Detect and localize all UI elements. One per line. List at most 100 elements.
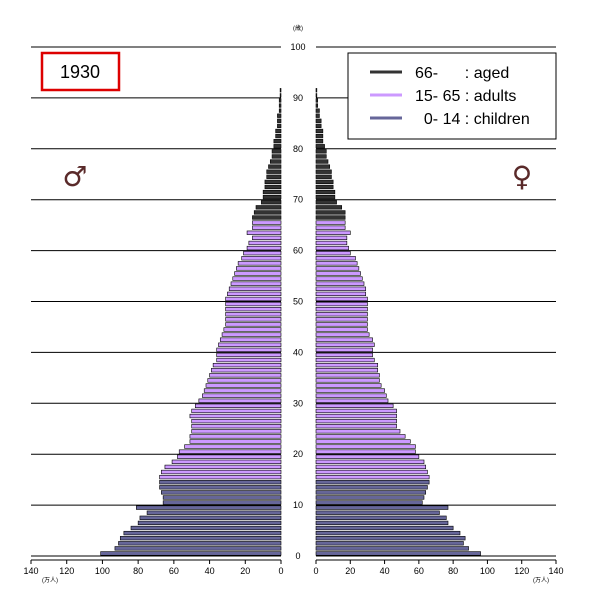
male-bar-age-47: [225, 312, 282, 317]
female-bar-age-16: [315, 469, 428, 475]
age-tick-30: 30: [293, 398, 303, 408]
male-bar-age-34: [207, 378, 282, 383]
male-bar-age-27: [189, 413, 282, 419]
female-bar-age-54: [315, 276, 363, 281]
male-bar-age-89: [278, 98, 282, 103]
female-bar-age-17: [315, 464, 427, 470]
age-tick-100: 100: [290, 42, 305, 52]
female-bar-age-90: [315, 93, 318, 98]
male-bar-age-35: [209, 373, 282, 378]
female-bar-age-40: [315, 347, 373, 352]
female-bar-age-11: [315, 495, 425, 500]
male-symbol-icon: ♂: [62, 160, 87, 193]
male-bar-age-81: [273, 139, 282, 144]
male-bar-age-60: [246, 245, 282, 251]
female-bar-age-5: [315, 525, 454, 531]
female-bar-age-84: [315, 123, 322, 129]
age-gridlines: [31, 46, 556, 557]
male-bar-age-61: [248, 240, 282, 246]
female-bar-age-6: [315, 520, 449, 526]
female-bar-age-28: [315, 408, 397, 414]
male-bar-age-22: [189, 439, 282, 444]
male-bar-age-88: [278, 103, 282, 108]
age-tick-40: 40: [293, 347, 303, 357]
female-bar-age-47: [315, 312, 368, 317]
male-bar-age-45: [225, 322, 282, 327]
female-bar-age-44: [315, 327, 368, 332]
male-x-tick-20: 20: [240, 566, 250, 576]
female-bar-age-79: [315, 149, 327, 154]
age-tick-60: 60: [293, 246, 303, 256]
female-bar-age-60: [315, 245, 349, 251]
female-bar-age-49: [315, 301, 368, 307]
female-bar-age-73: [315, 179, 334, 185]
female-bar-age-9: [315, 505, 449, 510]
female-bar-age-53: [315, 281, 365, 286]
male-x-tick-0: 0: [278, 566, 283, 576]
female-bar-age-30: [315, 398, 389, 403]
male-bar-age-39: [216, 352, 282, 358]
male-bar-age-8: [146, 510, 282, 515]
female-bar-age-72: [315, 184, 334, 190]
male-bar-age-80: [273, 144, 282, 149]
female-bar-age-56: [315, 266, 360, 271]
female-bar-age-37: [315, 362, 379, 368]
male-bar-age-59: [243, 251, 282, 256]
male-bar-age-50: [225, 296, 282, 302]
legend-label-aged: 66- : aged: [415, 65, 509, 82]
male-bar-age-56: [236, 266, 282, 271]
male-bar-age-49: [225, 301, 282, 307]
female-bar-age-7: [315, 515, 447, 520]
female-x-tick-140: 140: [548, 566, 563, 576]
male-bar-age-16: [161, 469, 282, 475]
male-bar-age-53: [230, 281, 282, 286]
female-bar-age-86: [315, 113, 320, 118]
female-bar-age-14: [315, 480, 430, 485]
male-bar-age-29: [194, 403, 282, 408]
male-x-tick-80: 80: [133, 566, 143, 576]
female-bar-age-41: [315, 342, 375, 347]
male-bar-age-73: [264, 179, 282, 185]
female-bar-age-31: [315, 393, 387, 398]
male-bar-age-26: [191, 418, 282, 424]
legend-label-children: 0- 14 : children: [415, 111, 530, 128]
male-x-tick-40: 40: [205, 566, 215, 576]
female-bar-age-27: [315, 413, 397, 419]
male-bar-age-58: [241, 256, 282, 261]
female-x-tick-40: 40: [380, 566, 390, 576]
male-bar-age-84: [277, 123, 282, 129]
female-bar-age-91: [315, 88, 318, 93]
male-bar-age-87: [278, 108, 282, 113]
age-unit-label: (歳): [293, 24, 303, 32]
female-bar-age-57: [315, 261, 358, 266]
male-bar-age-44: [223, 327, 282, 332]
female-bar-age-29: [315, 403, 394, 408]
pop-unit-label-left: (万人): [42, 577, 58, 584]
male-bar-age-69: [261, 200, 282, 205]
female-bar-age-83: [315, 128, 324, 134]
male-bar-age-75: [266, 169, 282, 174]
male-bar-age-5: [130, 525, 282, 531]
age-tick-50: 50: [293, 297, 303, 307]
female-bar-age-43: [315, 332, 370, 337]
female-bar-age-87: [315, 108, 320, 113]
female-bar-age-50: [315, 296, 368, 302]
female-bar-age-33: [315, 383, 382, 388]
age-tick-0: 0: [295, 551, 300, 561]
female-bar-age-85: [315, 118, 322, 123]
male-bar-age-23: [189, 434, 282, 439]
male-bar-age-48: [225, 307, 282, 312]
male-bar-age-38: [216, 357, 282, 363]
male-bar-age-21: [184, 444, 282, 449]
female-x-tick-60: 60: [414, 566, 424, 576]
female-bar-age-24: [315, 429, 401, 434]
female-bar-age-59: [315, 251, 351, 256]
female-bar-age-67: [315, 210, 346, 215]
female-bar-age-66: [315, 215, 346, 220]
female-bar-age-45: [315, 322, 368, 327]
male-bar-age-85: [277, 118, 282, 123]
male-bar-age-25: [191, 424, 282, 429]
male-bar-age-37: [212, 362, 282, 368]
male-bar-age-7: [139, 515, 282, 520]
male-bar-age-0: [100, 551, 282, 556]
